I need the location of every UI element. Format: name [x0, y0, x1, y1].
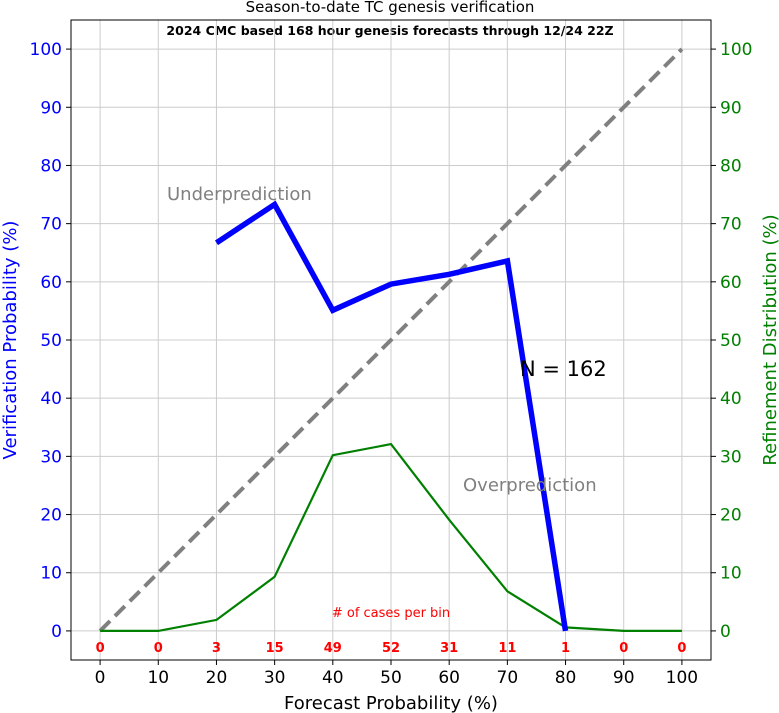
bin-count-label: 49: [324, 641, 342, 656]
counts-label: # of cases per bin: [332, 606, 450, 621]
n-label: N = 162: [520, 357, 607, 381]
bin-count-label: 31: [440, 641, 458, 656]
x-tick-label: 50: [380, 668, 402, 688]
y-tick-label-left: 20: [40, 506, 62, 526]
bin-count-label: 0: [619, 641, 628, 656]
underprediction-label: Underprediction: [167, 184, 312, 205]
y-tick-label-left: 10: [40, 564, 62, 584]
x-tick-label: 70: [497, 668, 519, 688]
y-tick-label-right: 10: [720, 564, 742, 584]
x-tick-label: 20: [206, 668, 228, 688]
refinement-series-line: [100, 442, 682, 633]
bin-count-label: 0: [154, 641, 163, 656]
plot-frame: [70, 19, 712, 661]
x-tick-label: 80: [555, 668, 577, 688]
y-tick-label-left: 60: [40, 273, 62, 293]
bin-count-label: 52: [382, 641, 400, 656]
y-tick-label-right: 100: [720, 40, 752, 60]
bin-count-label: 1: [561, 641, 570, 656]
y-tick-label-right: 30: [720, 447, 742, 467]
bin-count-label: 0: [677, 641, 686, 656]
overprediction-label: Overprediction: [463, 475, 597, 496]
y-tick-label-right: 40: [720, 389, 742, 409]
bin-count-label: 3: [212, 641, 221, 656]
x-tick-label: 0: [95, 668, 106, 688]
y-tick-label-left: 80: [40, 156, 62, 176]
x-tick-label: 10: [147, 668, 169, 688]
y-tick-label-right: 20: [720, 506, 742, 526]
y-axis-left-ticks: 0 10 20 30 40 50 60 70 80 90 100: [30, 40, 71, 642]
chart-subtitle: 2024 CMC based 168 hour genesis forecast…: [166, 23, 613, 38]
x-tick-label: 30: [264, 668, 286, 688]
bin-count-label: 0: [96, 641, 105, 656]
y-tick-label-left: 30: [40, 447, 62, 467]
x-tick-label: 60: [438, 668, 460, 688]
y-axis-left-label: Verification Probability (%): [0, 221, 21, 460]
y-axis-right-ticks: 0 10 20 30 40 50 60 70 80 90 100: [711, 40, 752, 642]
y-tick-label-right: 80: [720, 156, 742, 176]
x-axis-ticks: 0 10 20 30 40 50 60 70 80 90 100: [95, 660, 698, 688]
x-tick-label: 90: [613, 668, 635, 688]
y-tick-label-left: 50: [40, 331, 62, 351]
bin-counts: 0 0 3 15 49 52 31 11 1 0 0: [96, 641, 687, 656]
y-tick-label-right: 0: [720, 622, 731, 642]
y-tick-label-right: 70: [720, 215, 742, 235]
bin-count-label: 15: [266, 641, 284, 656]
x-tick-label: 100: [666, 668, 698, 688]
y-tick-label-right: 90: [720, 98, 742, 118]
y-tick-label-right: 50: [720, 331, 742, 351]
bin-count-label: 11: [498, 641, 516, 656]
y-tick-label-left: 40: [40, 389, 62, 409]
series-layer: [98, 47, 684, 633]
x-tick-label: 40: [322, 668, 344, 688]
y-tick-label-left: 0: [51, 622, 62, 642]
chart-title: Season-to-date TC genesis verification: [246, 0, 535, 16]
perfect-series-line: [98, 47, 684, 633]
verification-series-line: [214, 200, 569, 632]
y-tick-label-left: 100: [30, 40, 62, 60]
y-axis-right-label: Refinement Distribution (%): [760, 214, 779, 465]
x-axis-label: Forecast Probability (%): [284, 693, 498, 713]
y-tick-label-right: 60: [720, 273, 742, 293]
y-tick-label-left: 70: [40, 215, 62, 235]
y-tick-label-left: 90: [40, 98, 62, 118]
